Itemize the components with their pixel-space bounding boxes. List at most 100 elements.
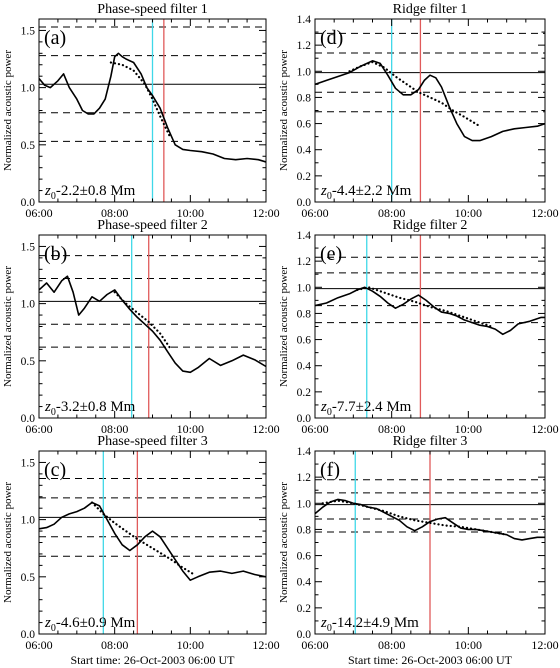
y-tick-label: 0.4 (297, 145, 312, 157)
panel-3: Phase-speed filter 2 06:00 08:00 10:00 12:00… (2, 218, 280, 436)
x-tick-label: 10:00 (177, 206, 204, 220)
z0-annotation: z0-3.2±0.8 Mm (44, 399, 136, 418)
x-tick-label: 12:00 (531, 422, 558, 436)
z0-subscript: 0 (327, 407, 332, 418)
panel-1: Phase-speed filter 1 06:00 08:00 10:00 12:00… (2, 2, 280, 220)
y-tick-label: 0.0 (21, 197, 36, 209)
y-tick-label: 1.2 (297, 40, 312, 52)
y-tick-label: 1.0 (297, 66, 312, 78)
x-tick-label: 06:00 (25, 206, 52, 220)
panel-letter: (c) (44, 459, 66, 481)
z0-value: -2.2±0.8 Mm (56, 183, 136, 199)
x-tick-label: 12:00 (531, 638, 558, 652)
y-tick-label: 1.0 (297, 282, 312, 294)
z0-annotation: z0-2.2±0.8 Mm (44, 183, 136, 202)
y-tick-label: 0.8 (297, 524, 312, 536)
y-tick-label: 1.2 (297, 256, 312, 268)
y-tick-label: 1.0 (297, 498, 312, 510)
x-tick-label: 12:00 (531, 206, 558, 220)
z0-annotation: z0-4.4±2.2 Mm (320, 183, 412, 202)
plot-frame (314, 18, 546, 203)
y-axis-label: Normalized acoustic power (2, 266, 14, 387)
y-tick-label: 1.0 (21, 83, 36, 95)
z0-subscript: 0 (51, 623, 56, 634)
z0-value: -3.2±0.8 Mm (56, 399, 136, 415)
z0-symbol: z (44, 615, 51, 631)
y-tick-label: 0.2 (297, 603, 312, 615)
y-tick-label: 0.6 (297, 335, 312, 347)
panel-letter: (f) (320, 459, 340, 481)
x-tick-label: 10:00 (455, 638, 482, 652)
x-tick-label: 12:00 (252, 206, 279, 220)
x-tick-label: 12:00 (252, 422, 279, 436)
power-curve (39, 501, 266, 582)
x-tick-label: 10:00 (455, 422, 482, 436)
x-tick-label: 08:00 (101, 206, 128, 220)
x-tick-label: 10:00 (177, 422, 204, 436)
power-curve (39, 52, 266, 163)
y-tick-label: 0.4 (297, 361, 312, 373)
y-axis-label: Normalized acoustic power (278, 266, 290, 387)
fit-line-dotted (90, 501, 196, 576)
y-tick-label: 0.8 (297, 308, 312, 320)
z0-value: -14.2±4.9 Mm (332, 615, 419, 631)
z0-annotation: z0-7.7±2.4 Mm (320, 399, 412, 418)
x-axis-label: Start time: 26-Oct-2003 06:00 UT (71, 653, 236, 667)
plot-frame (314, 234, 546, 419)
y-tick-label: 0.0 (297, 629, 312, 641)
y-tick-label: 1.5 (21, 25, 36, 37)
x-tick-label: 06:00 (25, 422, 52, 436)
panel-6: Ridge filter 3 06:00 08:00 10:00 12:00 0.0 0.2… (278, 434, 559, 667)
x-tick-label: 12:00 (252, 638, 279, 652)
power-curve (39, 275, 266, 374)
y-axis-label: Normalized acoustic power (2, 50, 14, 171)
y-tick-label: 1.5 (21, 241, 36, 253)
y-tick-label: 1.4 (297, 230, 312, 242)
y-tick-label: 0.0 (297, 197, 312, 209)
y-tick-label: 1.2 (297, 472, 312, 484)
y-tick-label: 0.0 (21, 413, 36, 425)
z0-symbol: z (320, 615, 327, 631)
y-tick-label: 1.0 (21, 515, 36, 527)
x-tick-label: 06:00 (301, 638, 328, 652)
panel-letter: (d) (320, 27, 343, 49)
y-tick-label: 0.4 (297, 577, 312, 589)
y-tick-label: 0.6 (297, 119, 312, 131)
y-tick-label: 0.5 (21, 140, 36, 152)
panel-4: Ridge filter 2 06:00 08:00 10:00 12:00 0.0 0.2… (278, 218, 559, 436)
y-tick-label: 0.0 (297, 413, 312, 425)
x-tick-label: 08:00 (101, 422, 128, 436)
z0-symbol: z (320, 399, 327, 415)
y-tick-label: 1.4 (297, 14, 312, 26)
z0-subscript: 0 (51, 407, 56, 418)
panel-title: Phase-speed filter 3 (97, 434, 207, 449)
z0-subscript: 0 (327, 623, 332, 634)
x-tick-label: 08:00 (378, 422, 405, 436)
panel-title: Phase-speed filter 2 (97, 218, 207, 233)
x-tick-label: 10:00 (455, 206, 482, 220)
panel-title: Ridge filter 1 (393, 2, 468, 17)
power-curve (315, 498, 545, 541)
panel-5: Phase-speed filter 3 06:00 08:00 10:00 12:00… (2, 434, 280, 667)
y-tick-label: 1.0 (21, 299, 36, 311)
panel-title: Ridge filter 3 (393, 434, 468, 449)
y-tick-label: 0.2 (297, 387, 312, 399)
y-tick-label: 0.0 (21, 629, 36, 641)
panel-title: Phase-speed filter 1 (97, 2, 207, 17)
power-curve (315, 286, 545, 336)
z0-subscript: 0 (51, 191, 56, 202)
x-tick-label: 08:00 (378, 638, 405, 652)
panel-letter: (e) (320, 243, 342, 265)
panel-title: Ridge filter 2 (393, 218, 468, 233)
y-tick-label: 1.5 (21, 457, 36, 469)
x-tick-label: 10:00 (177, 638, 204, 652)
y-tick-label: 1.4 (297, 446, 312, 458)
plot-frame (38, 234, 267, 419)
x-tick-label: 08:00 (101, 638, 128, 652)
z0-value: -4.6±0.9 Mm (56, 615, 136, 631)
y-tick-label: 0.5 (21, 356, 36, 368)
z0-symbol: z (320, 183, 327, 199)
panel-letter: (b) (44, 243, 67, 265)
y-tick-label: 0.8 (297, 92, 312, 104)
